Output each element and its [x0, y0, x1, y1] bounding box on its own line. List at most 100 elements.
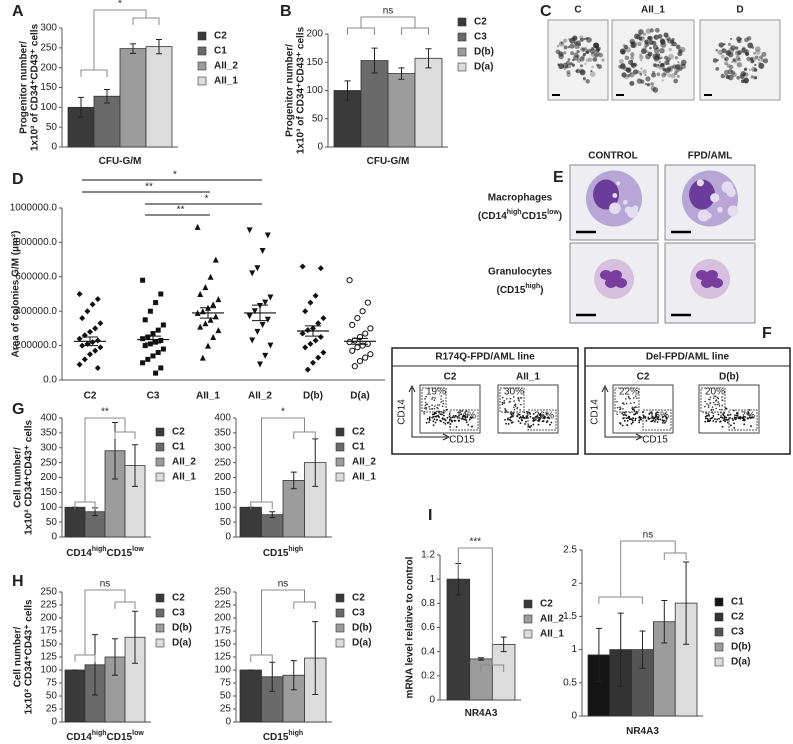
cell: [651, 72, 657, 78]
event: [735, 414, 738, 417]
cell: [666, 41, 669, 44]
cell: [668, 47, 673, 52]
cell: [723, 43, 726, 46]
x-axis-label: CD14highCD15low: [66, 730, 144, 743]
sem-bar: [305, 325, 321, 337]
row-marker-part: low: [547, 209, 559, 216]
bar: [414, 57, 443, 148]
event: [519, 416, 522, 418]
y-tick-label: 50: [46, 122, 58, 133]
event: [440, 398, 442, 400]
cell: [720, 54, 725, 59]
legend-label: C2: [352, 593, 365, 604]
x-axis-label-part: CFU-G/M: [99, 156, 142, 167]
event: [507, 418, 509, 421]
cell: [564, 65, 569, 69]
error-bar: [290, 660, 297, 691]
x-axis-label-part: CD15: [263, 732, 289, 743]
y-tick-label: 100: [306, 85, 323, 96]
event: [503, 402, 505, 405]
cell: [625, 47, 631, 53]
y-tick-label: 200: [214, 472, 231, 483]
event: [662, 421, 664, 424]
nucleus-lobe: [605, 278, 617, 288]
x-tick-label: C2: [84, 391, 97, 402]
event: [651, 417, 653, 419]
event: [509, 419, 512, 422]
cell: [657, 33, 663, 39]
y-tick-label: 125: [40, 652, 57, 663]
event: [631, 406, 634, 409]
cell: [660, 41, 667, 48]
event: [424, 401, 427, 404]
event: [718, 405, 721, 407]
cell: [737, 39, 741, 44]
significance: **: [145, 182, 153, 193]
error-bar: [269, 511, 276, 519]
cell: [619, 59, 624, 64]
legend-swatch: [197, 61, 207, 71]
panel-letter: E: [553, 169, 564, 186]
data-point: [320, 315, 327, 322]
vacuole: [612, 192, 618, 198]
event: [621, 424, 624, 427]
bracket: [114, 431, 136, 439]
data-point: [207, 316, 214, 323]
y-tick-label: 100: [40, 102, 57, 113]
cell: [576, 49, 580, 54]
event: [705, 412, 708, 414]
vacuole: [696, 179, 704, 187]
legend-label: D(b): [731, 642, 751, 653]
data-point: [155, 349, 161, 355]
bar: [239, 506, 262, 538]
cell: [596, 63, 599, 67]
gate: [642, 409, 672, 431]
cell: [715, 66, 720, 71]
y-tick-label: 100: [214, 665, 231, 676]
legend-swatch: [335, 442, 345, 452]
event: [423, 412, 425, 415]
event: [638, 421, 641, 424]
legend-label: D(a): [474, 62, 493, 73]
legend-swatch: [335, 593, 345, 603]
cell: [588, 48, 592, 52]
gate: [527, 409, 557, 431]
cell: [580, 46, 586, 53]
x-axis-label: CFU-G/M: [99, 156, 142, 167]
error-bar: [344, 80, 351, 101]
event: [712, 409, 715, 411]
event: [533, 419, 536, 422]
colony-image: [547, 19, 609, 101]
cell: [754, 76, 758, 80]
event: [537, 423, 540, 426]
event: [441, 405, 444, 408]
data-point: [262, 299, 269, 306]
event: [511, 415, 514, 418]
legend-swatch: [155, 638, 165, 648]
event: [724, 420, 726, 423]
event: [705, 417, 707, 420]
sem-bar: [200, 307, 216, 319]
event: [721, 425, 724, 428]
event: [431, 404, 433, 407]
bracket: [457, 547, 493, 665]
event: [731, 417, 734, 420]
cell: [663, 71, 668, 76]
cell: [674, 56, 678, 60]
error-bar: [639, 630, 646, 669]
cell: [663, 32, 669, 38]
y-tick-label: 0.8: [421, 598, 435, 609]
event: [619, 422, 622, 425]
gate-percent: 16%: [649, 411, 669, 422]
event: [529, 415, 532, 418]
event: [513, 400, 515, 402]
row-marker-part: (CD15: [496, 285, 525, 296]
cell: [647, 36, 652, 41]
event: [739, 417, 742, 420]
bar: [387, 73, 416, 148]
legend-label: AII_2: [172, 457, 196, 468]
event: [517, 420, 520, 422]
y-axis-label: Cell number/: [13, 627, 24, 688]
event: [532, 418, 535, 421]
cell: [742, 46, 746, 50]
